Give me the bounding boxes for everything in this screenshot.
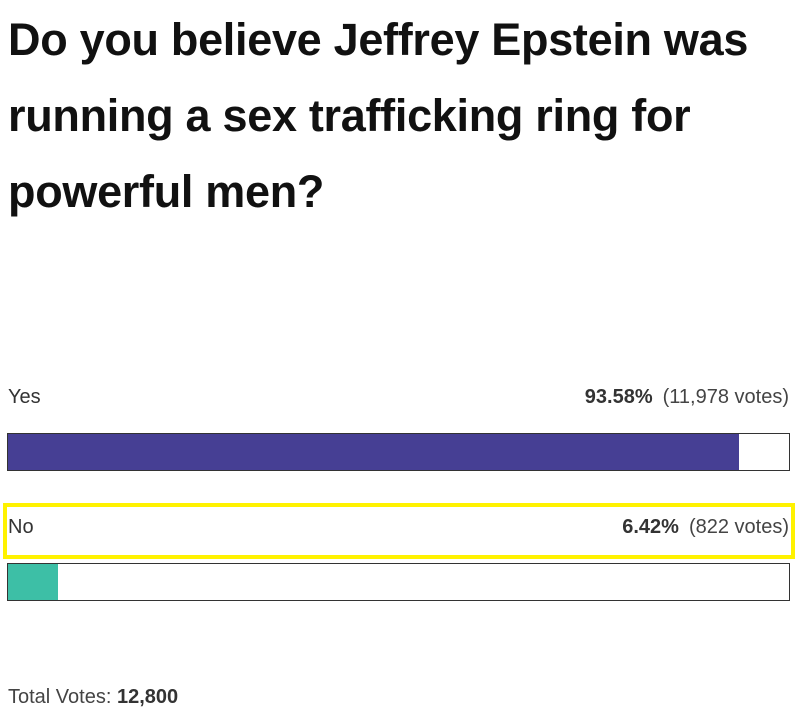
option-label: No (8, 516, 34, 538)
total-votes: Total Votes: 12,800 (8, 686, 178, 709)
option-label: Yes (8, 386, 41, 408)
total-label: Total Votes: (8, 686, 112, 708)
option-stats: 6.42% (822 votes) (622, 516, 789, 539)
bar-track (7, 563, 790, 601)
option-votes: (11,978 votes) (662, 386, 789, 408)
highlight-box (3, 503, 795, 559)
poll-question: Do you believe Jeffrey Epstein was runni… (8, 14, 749, 217)
option-percent: 6.42% (622, 516, 679, 538)
bar-track (7, 433, 790, 471)
option-votes: (822 votes) (688, 516, 789, 538)
option-percent: 93.58% (584, 386, 653, 408)
total-value: 12,800 (116, 686, 179, 708)
option-stats: 93.58% (11,978 votes) (585, 386, 789, 409)
bar-fill (8, 564, 59, 600)
bar-fill (8, 434, 739, 470)
